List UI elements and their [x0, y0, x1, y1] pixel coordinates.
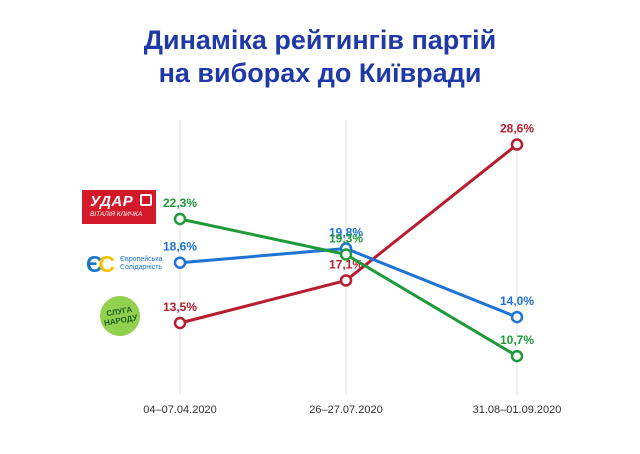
data-label: 28,6%: [500, 122, 534, 136]
data-label: 19,3%: [329, 231, 363, 245]
data-point: [173, 212, 187, 226]
data-point: [173, 316, 187, 330]
data-label: 22,3%: [163, 196, 197, 210]
data-point: [510, 310, 524, 324]
data-point: [339, 274, 353, 287]
title-line-1: Динаміка рейтингів партій: [143, 25, 497, 55]
data-label: 10,7%: [500, 333, 534, 347]
es-logo-text: Європейська Солідарність: [120, 256, 163, 271]
data-label: 13,5%: [163, 300, 197, 314]
data-label: 19,8%: [329, 226, 363, 240]
data-point: [173, 256, 187, 269]
es-mark-icon: ЄС: [86, 251, 115, 277]
data-point: [510, 138, 524, 151]
data-label: 18,6%: [163, 240, 197, 254]
udar-logo: УДАР ВІТАЛІЯ КЛИЧКА: [82, 190, 156, 224]
x-tick-label: 04–07.04.2020: [143, 404, 216, 416]
european-solidarity-logo: ЄС Європейська Солідарність: [86, 249, 186, 279]
fist-icon: [140, 194, 152, 206]
data-point: [510, 349, 524, 363]
chart-title: Динаміка рейтингів партій на виборах до …: [0, 24, 640, 90]
udar-logo-subtext: ВІТАЛІЯ КЛИЧКА: [90, 211, 143, 218]
udar-logo-text: УДАР: [90, 193, 134, 210]
title-line-2: на виборах до Київради: [158, 58, 482, 88]
x-tick-label: 31.08–01.09.2020: [473, 404, 562, 416]
data-point: [339, 248, 353, 261]
x-tick-label: 26–27.07.2020: [309, 404, 382, 416]
data-label: 14,0%: [500, 294, 534, 308]
